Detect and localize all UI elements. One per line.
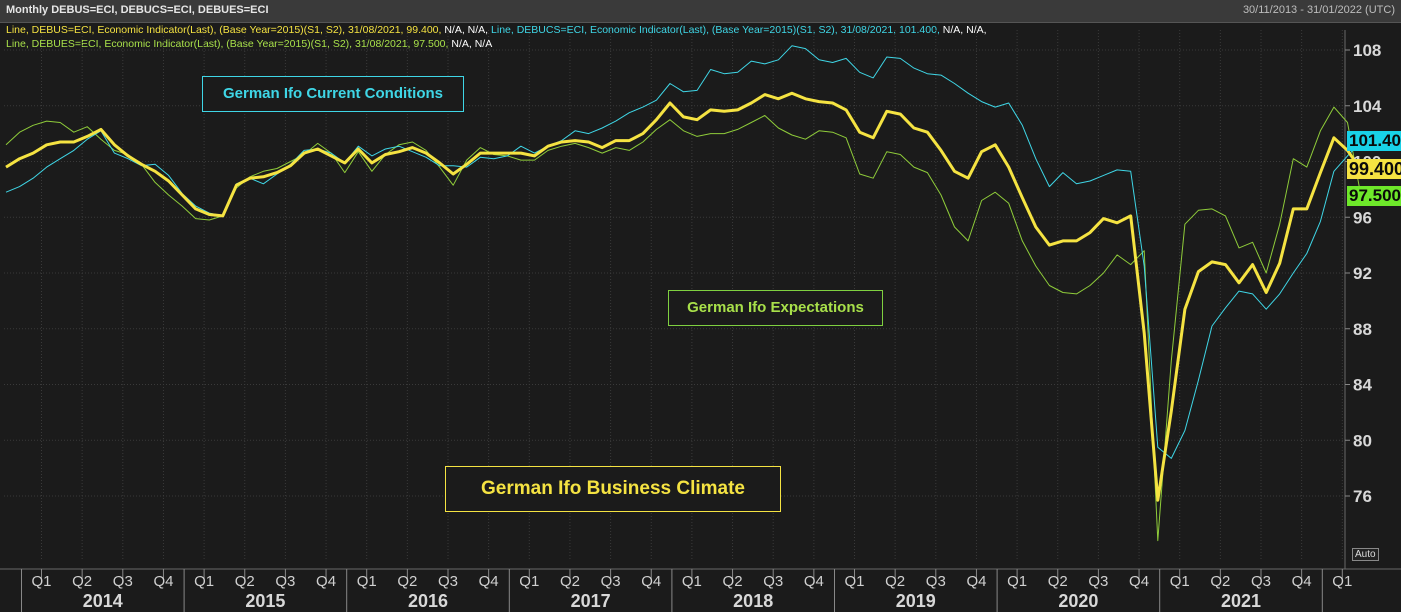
auto-scale-button[interactable]: Auto	[1352, 548, 1379, 561]
quarter-label: Q1	[844, 573, 864, 590]
quarter-label: Q1	[1007, 573, 1027, 590]
annotation-expectations[interactable]: German Ifo Expectations	[668, 290, 883, 326]
quarter-label: Q1	[1170, 573, 1190, 590]
year-label: 2016	[408, 591, 448, 611]
legend-expectations[interactable]: Line, DEBUES=ECI, Economic Indicator(Las…	[6, 38, 449, 50]
chart-canvas[interactable]: 768084889296100104108 Q1Q2Q3Q4Q1Q2Q3Q4Q1…	[0, 22, 1401, 612]
quarter-label: Q3	[113, 573, 133, 590]
business-climate-line[interactable]	[5, 91, 1363, 502]
value-tag-business: 99.400	[1347, 159, 1401, 179]
quarter-label: Q2	[397, 573, 417, 590]
quarter-label: Q4	[966, 573, 986, 590]
annotation-current-conditions[interactable]: German Ifo Current Conditions	[202, 76, 464, 112]
y-tick-label: 80	[1353, 431, 1372, 450]
y-tick-label: 84	[1353, 376, 1372, 395]
year-label: 2017	[571, 591, 611, 611]
date-range[interactable]: 30/11/2013 - 31/01/2022 (UTC)	[1242, 4, 1395, 16]
legend-na: N/A, N/A	[448, 38, 493, 50]
quarter-label: Q3	[1251, 573, 1271, 590]
quarter-label: Q3	[601, 573, 621, 590]
quarter-label: Q4	[1129, 573, 1149, 590]
legend-line-1: Line, DEBUS=ECI, Economic Indicator(Last…	[6, 24, 987, 36]
year-label: 2014	[83, 591, 123, 611]
quarter-label: Q4	[479, 573, 499, 590]
quarter-label: Q2	[885, 573, 905, 590]
quarter-label: Q2	[235, 573, 255, 590]
year-label: 2021	[1221, 591, 1261, 611]
year-label: 2020	[1058, 591, 1098, 611]
annotation-business-climate[interactable]: German Ifo Business Climate	[445, 466, 781, 512]
y-tick-label: 76	[1353, 487, 1372, 506]
quarter-label: Q4	[316, 573, 336, 590]
series-lines	[5, 45, 1363, 542]
quarter-label: Q4	[153, 573, 173, 590]
value-tag-current: 101.400	[1347, 131, 1401, 151]
legend-na: N/A, N/A,	[939, 24, 987, 36]
y-tick-label: 104	[1353, 97, 1382, 116]
quarter-label: Q4	[804, 573, 824, 590]
year-label: 2015	[245, 591, 285, 611]
quarter-label: Q4	[641, 573, 661, 590]
quarter-label: Q1	[31, 573, 51, 590]
quarter-label: Q2	[72, 573, 92, 590]
quarter-label: Q2	[1048, 573, 1068, 590]
x-axis: Q1 Q2 Q3 Q4 Q1 Q2 Q3 Q4 Q1 Q2 Q3 Q4 Q1 Q2 Q3 Q4 Q1 Q2 Q3 Q4…	[21, 569, 1352, 612]
y-tick-label: 92	[1353, 264, 1372, 283]
quarter-label: Q1	[357, 573, 377, 590]
quarter-label: Q3	[438, 573, 458, 590]
quarter-label: Q1	[519, 573, 539, 590]
y-axis: 768084889296100104108	[1345, 41, 1382, 506]
quarter-label: Q3	[763, 573, 783, 590]
quarter-label: Q3	[926, 573, 946, 590]
quarter-label: Q2	[723, 573, 743, 590]
quarter-label: Q1	[1332, 573, 1352, 590]
quarter-label: Q3	[1088, 573, 1108, 590]
quarter-label: Q1	[194, 573, 214, 590]
y-tick-label: 88	[1353, 320, 1372, 339]
quarter-label: Q2	[1210, 573, 1230, 590]
year-label: 2019	[896, 591, 936, 611]
quarter-label: Q1	[682, 573, 702, 590]
quarter-label: Q4	[1292, 573, 1312, 590]
quarter-label: Q2	[560, 573, 580, 590]
value-tag-expectations: 97.500	[1347, 186, 1401, 206]
quarter-label: Q3	[275, 573, 295, 590]
chart-title: Monthly DEBUS=ECI, DEBUCS=ECI, DEBUES=EC…	[6, 4, 269, 16]
legend-na: N/A, N/A,	[441, 24, 489, 36]
legend-current[interactable]: Line, DEBUCS=ECI, Economic Indicator(Las…	[488, 24, 940, 36]
y-tick-label: 108	[1353, 41, 1381, 60]
title-bar: Monthly DEBUS=ECI, DEBUCS=ECI, DEBUES=EC…	[0, 0, 1401, 23]
legend-business[interactable]: Line, DEBUS=ECI, Economic Indicator(Last…	[6, 24, 442, 36]
y-tick-label: 96	[1353, 208, 1372, 227]
legend-line-2: Line, DEBUES=ECI, Economic Indicator(Las…	[6, 38, 492, 50]
year-label: 2018	[733, 591, 773, 611]
